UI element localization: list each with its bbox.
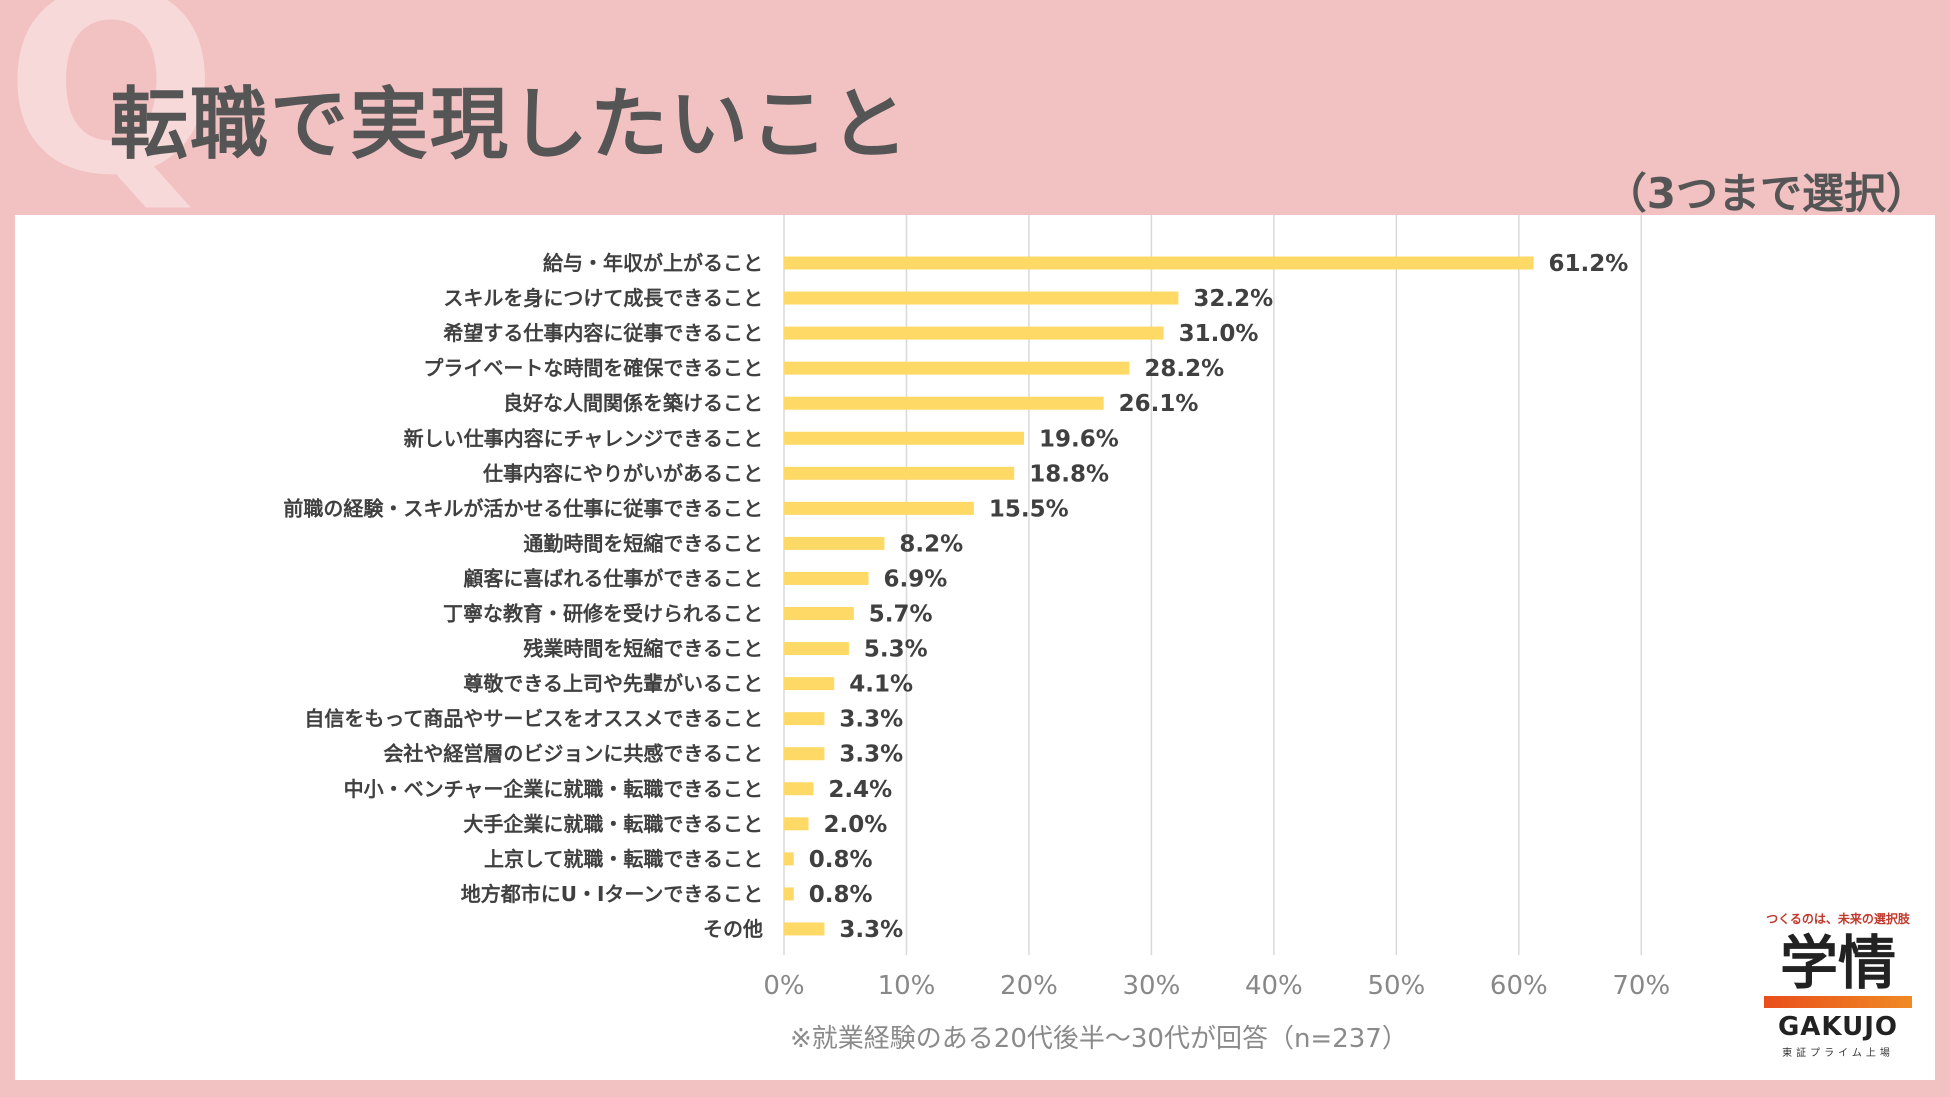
category-label: 自信をもって商品やサービスをオススメできること: [304, 707, 763, 731]
data-label: 8.2%: [899, 531, 963, 557]
bar: [784, 922, 825, 936]
data-label: 3.3%: [839, 917, 903, 943]
x-tick-label: 40%: [1245, 971, 1303, 1001]
data-label: 4.1%: [849, 672, 913, 698]
bar: [784, 782, 814, 796]
data-label: 6.9%: [884, 566, 948, 592]
x-tick-label: 10%: [878, 971, 936, 1001]
page-subtitle: （3つまで選択）: [1604, 169, 1928, 218]
bar: [784, 291, 1179, 305]
data-label: 0.8%: [809, 847, 873, 873]
category-label: 前職の経験・スキルが活かせる仕事に従事できること: [283, 496, 763, 520]
bar: [784, 536, 885, 550]
bar: [784, 817, 809, 831]
data-label: 5.3%: [864, 637, 928, 663]
category-label: 会社や経営層のビジョンに共感できること: [383, 742, 763, 766]
logo-name: GAKUJO: [1777, 1011, 1899, 1042]
data-label: 18.8%: [1029, 461, 1109, 487]
data-label: 3.3%: [839, 742, 903, 768]
bar: [784, 852, 794, 866]
data-label: 5.7%: [869, 602, 933, 628]
x-tick-label: 50%: [1367, 971, 1425, 1001]
bar: [784, 887, 794, 901]
x-tick-label: 60%: [1490, 971, 1548, 1001]
category-label: 大手企業に就職・転職できること: [463, 812, 763, 836]
bar: [784, 396, 1104, 410]
gakujo-logo: つくるのは、未来の選択肢 学情 GAKUJO 東証プライム上場: [1758, 910, 1918, 1059]
bar: [784, 677, 835, 691]
data-label: 28.2%: [1144, 356, 1224, 382]
category-label: 仕事内容にやりがいがあること: [482, 461, 763, 485]
category-label: 中小・ベンチャー企業に就職・転職できること: [344, 777, 763, 801]
data-label: 61.2%: [1549, 251, 1629, 277]
q-decoration: Q: [5, 0, 218, 230]
category-label: 新しい仕事内容にチャレンジできること: [404, 426, 763, 450]
x-tick-label: 70%: [1612, 971, 1670, 1001]
data-label: 32.2%: [1193, 286, 1273, 312]
bar: [784, 571, 869, 585]
data-label: 3.3%: [839, 707, 903, 733]
category-label: 顧客に喜ばれる仕事ができること: [463, 566, 763, 590]
bar: [784, 326, 1164, 340]
category-label: 尊敬できる上司や先輩がいること: [463, 672, 763, 696]
x-tick-label: 0%: [763, 971, 804, 1001]
category-label: 希望する仕事内容に従事できること: [443, 321, 763, 345]
category-label: スキルを身につけて成長できること: [443, 286, 763, 310]
logo-mark: 学情: [1779, 929, 1896, 997]
data-label: 2.4%: [828, 777, 892, 803]
bar: [784, 501, 974, 515]
chart-panel: 0% 10% 20% 30% 40% 50% 60% 70% 給与・年収が上がること 61.2% ス…: [15, 215, 1935, 1080]
data-label: 2.0%: [823, 812, 887, 838]
category-label: 通勤時間を短縮できること: [523, 531, 763, 555]
data-label: 19.6%: [1039, 426, 1119, 452]
category-label: 地方都市にU・Iターンできること: [461, 882, 763, 906]
x-tick-label: 30%: [1123, 971, 1181, 1001]
logo-market: 東証プライム上場: [1782, 1047, 1894, 1059]
bar: [784, 256, 1534, 270]
bar-chart: 0% 10% 20% 30% 40% 50% 60% 70% 給与・年収が上がること 61.2% ス…: [283, 215, 1670, 1001]
footnote: ※就業経験のある20代後半～30代が回答（n=237）: [790, 1024, 1408, 1054]
bar: [784, 642, 849, 656]
category-label: 丁寧な教育・研修を受けられること: [443, 602, 763, 626]
bar: [784, 747, 825, 761]
data-label: 31.0%: [1179, 321, 1259, 347]
logo-tagline: つくるのは、未来の選択肢: [1766, 912, 1910, 926]
data-label: 26.1%: [1119, 391, 1199, 417]
category-label: 給与・年収が上がること: [543, 251, 763, 275]
bar: [784, 466, 1015, 480]
category-label: その他: [703, 917, 763, 941]
category-label: 良好な人間関係を築けること: [503, 391, 763, 415]
category-label: 上京して就職・転職できること: [484, 847, 763, 871]
bar: [784, 361, 1130, 375]
bar: [784, 712, 825, 726]
page-title: 転職で実現したいこと: [110, 80, 911, 170]
logo-bar: [1764, 995, 1912, 1008]
data-label: 15.5%: [989, 496, 1069, 522]
bar: [784, 431, 1025, 445]
bar: [784, 607, 854, 620]
data-label: 0.8%: [809, 882, 873, 908]
category-label: プライベートな時間を確保できること: [423, 356, 763, 380]
category-label: 残業時間を短縮できること: [523, 637, 763, 661]
x-tick-label: 20%: [1000, 971, 1058, 1001]
